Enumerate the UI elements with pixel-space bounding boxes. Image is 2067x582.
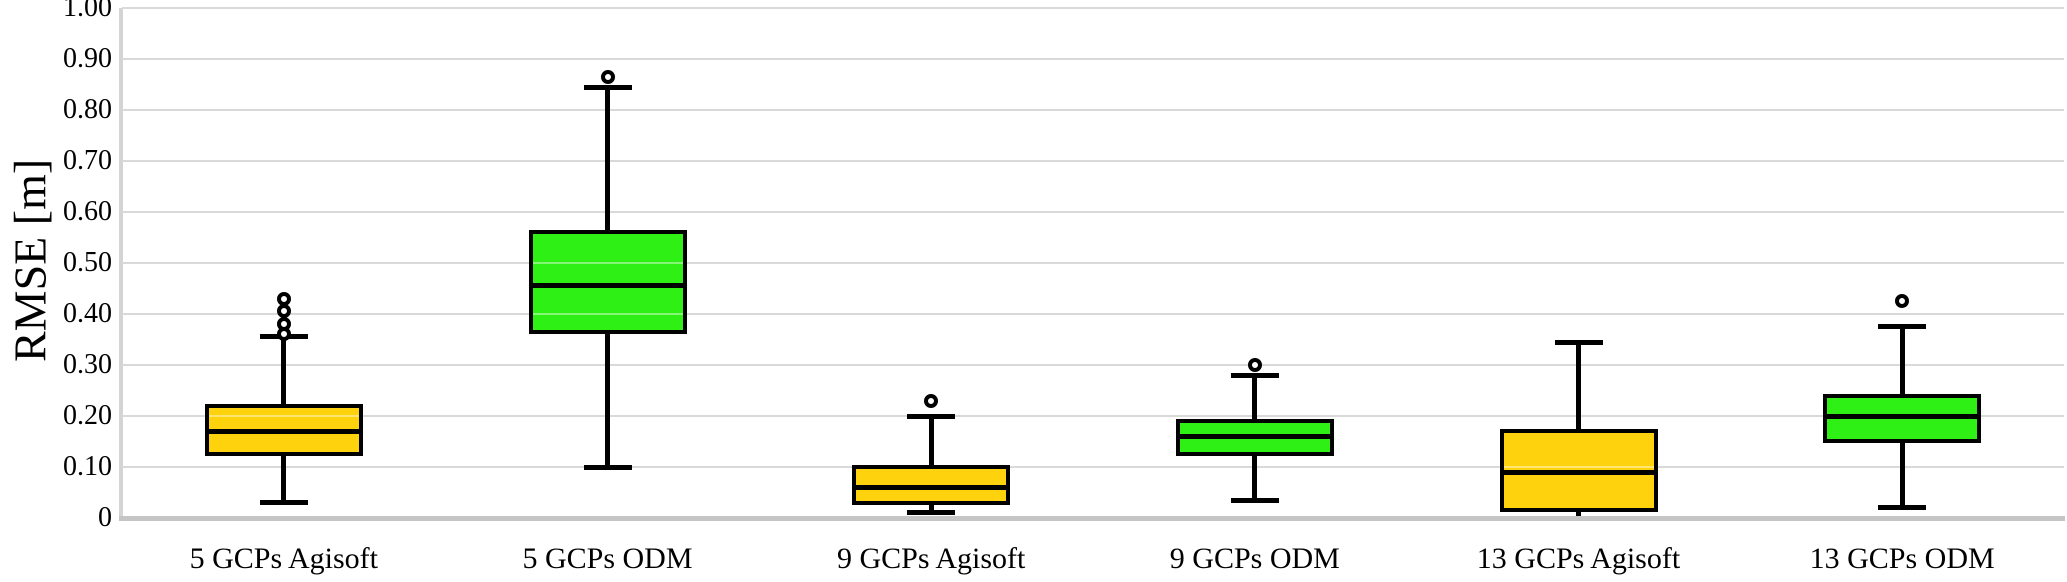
box-iqr <box>1823 393 1982 444</box>
lower-whisker <box>605 331 610 467</box>
median-line <box>1175 433 1334 439</box>
gridline <box>122 109 2064 111</box>
outlier-point <box>276 304 291 319</box>
gridline-through-box <box>532 312 683 315</box>
gridline-through-box <box>208 414 359 417</box>
box-iqr <box>852 465 1011 505</box>
y-tick-label: 0.60 <box>63 196 112 227</box>
upper-whisker <box>1252 375 1258 422</box>
x-category-label: 13 GCPs ODM <box>1809 542 1995 575</box>
upper-whisker-cap <box>1554 339 1603 345</box>
median-line <box>204 428 363 434</box>
y-tick-label: 0.70 <box>63 145 112 176</box>
y-tick-label: 0.90 <box>63 43 112 74</box>
x-axis-line <box>119 516 2065 521</box>
y-tick-label: 0.50 <box>63 247 112 278</box>
median-line <box>528 283 687 289</box>
lower-whisker <box>281 454 287 503</box>
x-category-label: 9 GCPs Agisoft <box>836 542 1026 575</box>
upper-whisker-cap <box>583 84 632 90</box>
boxplot-13-gcps-odm <box>122 8 2064 518</box>
median-line <box>1823 413 1982 419</box>
y-axis-line <box>119 8 123 521</box>
upper-whisker <box>605 87 610 233</box>
lower-whisker <box>1576 510 1581 517</box>
upper-whisker-cap <box>1878 324 1927 330</box>
y-tick-label: 0.20 <box>63 400 112 431</box>
x-category-label: 9 GCPs ODM <box>1169 542 1340 575</box>
gridline-through-box <box>1503 465 1654 468</box>
lower-whisker-cap <box>259 500 308 506</box>
lower-whisker <box>1899 441 1905 508</box>
gridline <box>122 466 2064 468</box>
median-line <box>1499 469 1658 475</box>
gridline <box>122 160 2064 162</box>
median-line <box>852 484 1011 490</box>
upper-whisker <box>281 336 287 406</box>
boxplot-9-gcps-odm <box>122 8 2064 518</box>
x-category-label: 5 GCPs ODM <box>522 542 693 575</box>
x-category-label: 13 GCPs Agisoft <box>1476 542 1681 575</box>
upper-whisker <box>1899 326 1905 396</box>
y-tick-label: 0 <box>98 502 112 533</box>
outlier-point <box>924 393 939 408</box>
boxplot-9-gcps-agisoft <box>122 8 2064 518</box>
gridline <box>122 262 2064 264</box>
gridline <box>122 7 2064 9</box>
upper-whisker-cap <box>1230 372 1279 378</box>
gridline <box>122 415 2064 417</box>
lower-whisker-cap <box>907 510 956 516</box>
lower-whisker <box>1252 454 1258 501</box>
outlier-point <box>276 291 291 306</box>
boxplot-5-gcps-agisoft <box>122 8 2064 518</box>
y-tick-label: 0.30 <box>63 349 112 380</box>
lower-whisker-cap <box>1878 505 1927 511</box>
gridline <box>122 58 2064 60</box>
x-category-label: 5 GCPs Agisoft <box>189 542 379 575</box>
lower-whisker-cap <box>583 464 632 470</box>
boxplot-13-gcps-agisoft <box>122 8 2064 518</box>
lower-whisker-cap <box>1230 497 1279 503</box>
gridline-through-box <box>532 261 683 264</box>
outlier-point <box>600 69 615 84</box>
gridline <box>122 364 2064 366</box>
box-iqr <box>528 230 687 334</box>
outlier-point <box>1247 358 1262 372</box>
lower-whisker <box>928 502 934 513</box>
y-tick-label: 0.10 <box>63 451 112 482</box>
upper-whisker-cap <box>907 413 956 419</box>
outlier-point <box>1895 294 1910 309</box>
outlier-point <box>276 317 291 332</box>
y-tick-label: 1.00 <box>63 0 112 23</box>
boxplot-5-gcps-odm <box>122 8 2064 518</box>
upper-whisker <box>928 416 934 467</box>
y-tick-label: 0.80 <box>63 94 112 125</box>
plot-area <box>122 7 2064 518</box>
gridline <box>122 313 2064 315</box>
y-tick-label: 0.40 <box>63 298 112 329</box>
upper-whisker <box>1576 342 1581 432</box>
gridline <box>122 211 2064 213</box>
